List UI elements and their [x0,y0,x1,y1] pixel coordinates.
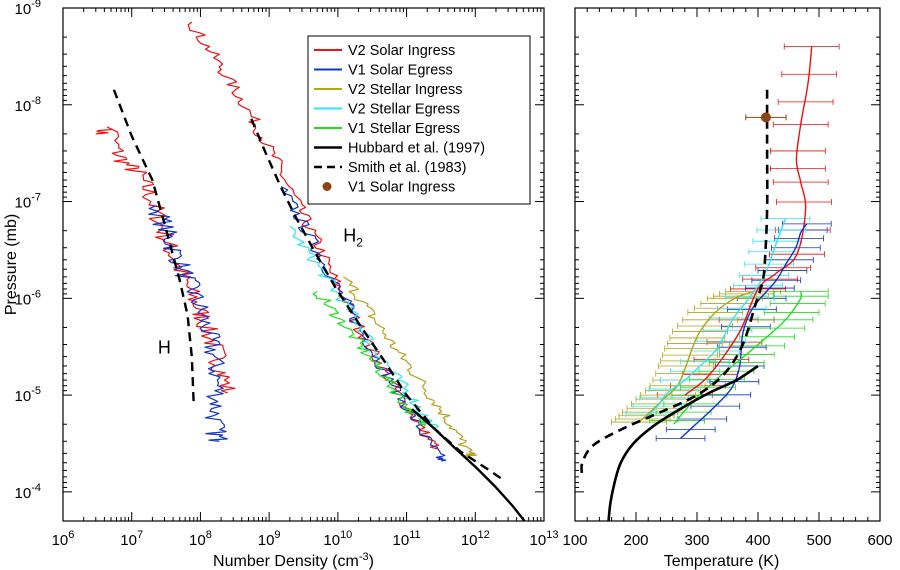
x-tick-label: 600 [867,532,892,549]
legend-label: V2 Solar Ingress [348,43,455,59]
x-tick-label: 1011 [393,529,421,549]
temperature-line-v2-stellar-ingress [638,290,754,423]
y-tick-label: 10-5 [15,385,41,405]
y-tick-label: 10-7 [15,192,41,212]
legend: V2 Solar Ingress V1 Solar Egress V2 Stella… [307,35,531,205]
legend-box [307,35,531,205]
series-line-h2-v1-stellar-egress [312,290,426,427]
data-point-v1-solar-ingress [760,112,771,123]
y-tick-label: 10-9 [15,0,41,18]
legend-label: V2 Stellar Ingress [348,82,462,98]
right-panel: 100 200 300 400 500 600 Temperature (K) [562,7,893,570]
left-series-group [95,21,526,521]
x-tick-label: 108 [189,529,212,549]
series-line-h2-v1-solar-egress [280,186,447,462]
series-line-h2-smith-et-al-1983- [250,118,505,482]
series-line-h2-v2-stellar-egress [289,225,439,429]
x-tick-label: 1013 [530,529,559,549]
series-line-h-v1-solar-egress [148,205,228,442]
right-plot-frame [574,7,881,522]
y-axis-label: Pressure (mb) [3,214,20,315]
legend-label: Hubbard et al. (1997) [348,141,485,157]
x-tick-label: 1010 [323,529,352,549]
left-plot-frame [62,7,545,522]
y-tick-label: 10-8 [15,95,41,115]
legend-label: V1 Stellar Egress [348,121,460,137]
x-tick-label: 109 [258,529,281,549]
x-tick-label: 1012 [461,529,490,549]
temperature-line-v2-solar-ingress [684,46,813,396]
x-tick-label: 300 [684,532,709,549]
right-series-group [580,43,840,521]
left-panel: 106 107 108 109 1010 1011 1012 1013 10-9 10-8 10-7… [3,0,558,570]
x-tick-label: 107 [120,529,143,549]
temperature-line-v1-solar-egress [680,223,808,439]
x-tick-label: 400 [745,532,770,549]
y-tick-label: 10-6 [15,288,41,308]
series-line-h-v2-solar-ingress [95,126,236,394]
x-axis-label: Temperature (K) [664,553,780,570]
species-annotation: H [158,337,171,357]
legend-label: V1 Solar Ingress [348,180,455,196]
temperature-line-hubbard-et-al-1997- [607,364,759,521]
legend-marker [322,182,332,191]
temperature-line-v2-stellar-egress [646,218,787,418]
y-tick-label: 10-4 [15,482,41,502]
x-tick-label: 500 [806,532,831,549]
temperature-line-smith-et-al-1983- [580,89,769,477]
legend-label: V2 Stellar Egress [348,102,460,118]
x-tick-label: 100 [562,532,587,549]
legend-label: V1 Solar Egress [348,63,453,79]
x-tick-label: 106 [52,529,75,549]
series-line-h-smith-et-al-1983- [112,89,195,407]
x-tick-label: 200 [623,532,648,549]
series-line-h2-v2-solar-ingress [187,21,440,450]
species-annotation: H2 [343,226,363,250]
series-line-h2-v2-stellar-ingress [342,276,478,459]
legend-label: Smith et al. (1983) [348,160,466,176]
series-line-h2-hubbard-et-al-1997- [411,408,526,521]
x-axis-label: Number Density (cm-3) [213,551,374,570]
